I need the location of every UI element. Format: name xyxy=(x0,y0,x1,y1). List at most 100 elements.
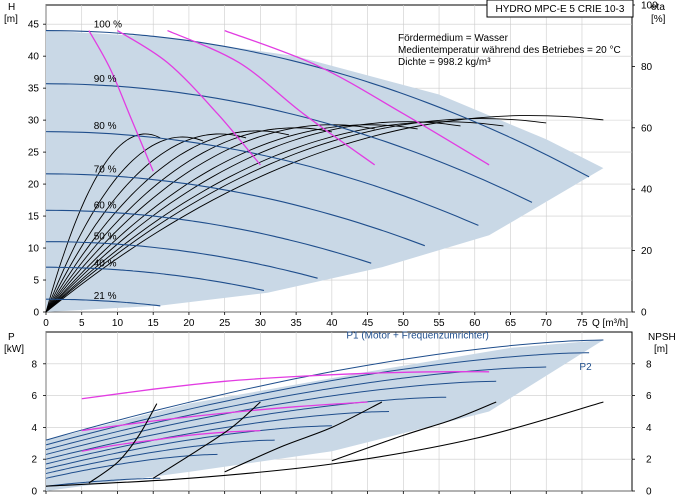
bottom-ytick-right-label-0: 0 xyxy=(646,487,652,498)
speed-curve-6 xyxy=(45,266,265,292)
bottom-annotation-1: P2 xyxy=(579,362,592,373)
bottom-ytick-right-label-2: 4 xyxy=(646,423,652,434)
npsh-curve-1 xyxy=(88,403,158,484)
speed-labels: 100 % 90 % 80 % 70 % 60 % 50 % 40 % 21 % xyxy=(94,19,122,302)
bottom-ytick-left-label-1: 2 xyxy=(31,455,37,466)
top-xtick-label-10: 50 xyxy=(398,318,410,329)
eff-curve-1 xyxy=(45,136,204,313)
speed-label-6: 40 % xyxy=(94,259,117,270)
bottom-magenta-curves xyxy=(81,371,490,452)
top-left-axis-label-2: [m] xyxy=(4,14,18,25)
bottom-magenta-curve-2 xyxy=(81,429,261,452)
power-curve-3 xyxy=(45,380,497,455)
top-ytick-left-label-4: 20 xyxy=(28,180,40,191)
top-ytick-left-label-3: 15 xyxy=(28,212,40,223)
top-ytick-right-label-1: 20 xyxy=(641,246,653,257)
power-curve-0 xyxy=(45,339,604,441)
top-ytick-left-label-0: 0 xyxy=(33,308,39,319)
power-curve-6 xyxy=(45,425,332,470)
top-xtick-label-7: 35 xyxy=(291,318,303,329)
eff-curve-4 xyxy=(45,127,332,313)
title-box xyxy=(486,0,634,18)
power-curve-1 xyxy=(45,352,590,446)
info-medium: Fördermedium = Wasser xyxy=(398,33,509,44)
top-xtick-label-15: 75 xyxy=(576,318,588,329)
bottom-ytick-left-label-3: 6 xyxy=(31,391,37,402)
speed-label-7: 21 % xyxy=(94,291,117,302)
top-efficiency-curves xyxy=(45,115,604,313)
bottom-right-axis-label-1: NPSH xyxy=(648,332,676,343)
bottom-right-axis-label-2: [m] xyxy=(654,344,668,355)
top-ytick-left-label-8: 40 xyxy=(28,52,40,63)
top-right-axis-label-1: eta xyxy=(651,2,665,13)
top-xtick-label-14: 70 xyxy=(541,318,553,329)
top-ytick-left-label-1: 5 xyxy=(33,276,39,287)
npsh-curve-2 xyxy=(152,401,261,479)
top-xtick-label-5: 25 xyxy=(219,318,231,329)
top-envelope xyxy=(46,30,604,312)
top-magenta-curve-3 xyxy=(224,29,490,166)
top-ytick-right-label-3: 60 xyxy=(641,123,653,134)
top-xtick-label-3: 15 xyxy=(148,318,160,329)
top-ytick-right-label-2: 40 xyxy=(641,185,653,196)
top-magenta-curve-0 xyxy=(88,30,154,172)
bottom-ytick-left-label-0: 0 xyxy=(31,487,37,498)
bottom-annotations: P1 (Motor + Frequenzumrichter) P2 xyxy=(346,330,592,373)
top-magenta-curve-2 xyxy=(167,29,376,166)
bottom-npsh-curves xyxy=(45,401,604,487)
top-xtick-label-11: 55 xyxy=(433,318,445,329)
speed-label-2: 80 % xyxy=(94,121,117,132)
speed-curve-7 xyxy=(45,298,161,307)
npsh-curve-3 xyxy=(224,401,383,473)
power-curve-9 xyxy=(45,477,161,487)
power-curve-4 xyxy=(45,396,447,460)
speed-curve-2 xyxy=(45,131,479,226)
top-xtick-label-13: 65 xyxy=(505,318,517,329)
top-speed-curves xyxy=(45,30,590,307)
speed-curve-1 xyxy=(45,83,533,203)
eff-curve-10 xyxy=(45,115,604,313)
top-xtick-label-8: 40 xyxy=(326,318,338,329)
speed-curve-0 xyxy=(45,30,590,178)
bottom-magenta-curve-1 xyxy=(81,401,368,432)
top-x-axis-label: Q [m³/h] xyxy=(592,318,628,329)
eff-curve-8 xyxy=(45,121,504,313)
top-xtick-label-12: 60 xyxy=(469,318,481,329)
title-text: HYDRO MPC-E 5 CRIE 10-3 xyxy=(496,4,625,15)
bottom-ytick-right-label-3: 6 xyxy=(646,391,652,402)
bottom-axes: 0 2 4 6 8 0 2 4 6 8 xyxy=(31,359,652,497)
top-xtick-label-1: 5 xyxy=(79,318,85,329)
top-magenta-curves xyxy=(88,29,490,172)
speed-label-4: 60 % xyxy=(94,200,117,211)
eff-curve-0 xyxy=(45,133,161,313)
top-axes: 0 5 10 15 20 25 30 35 40 45 50 55 60 65 70 75 0 5 10 15 20 25… xyxy=(28,1,658,330)
eff-curve-3 xyxy=(45,130,290,313)
top-xtick-label-6: 30 xyxy=(255,318,267,329)
bottom-annotation-0: P1 (Motor + Frequenzumrichter) xyxy=(346,330,489,341)
top-ytick-left-label-6: 30 xyxy=(28,116,40,127)
top-xtick-label-4: 20 xyxy=(183,318,195,329)
eff-curve-5 xyxy=(45,124,375,313)
speed-label-3: 70 % xyxy=(94,165,117,176)
speed-label-5: 50 % xyxy=(94,232,117,243)
eff-curve-2 xyxy=(45,133,247,313)
power-curve-7 xyxy=(45,439,275,474)
top-ytick-left-label-5: 25 xyxy=(28,148,40,159)
bottom-ytick-left-label-2: 4 xyxy=(31,423,37,434)
top-envelope-area xyxy=(46,30,604,312)
top-left-axis-label-1: H xyxy=(8,2,15,13)
top-ytick-right-label-0: 0 xyxy=(641,308,647,319)
top-ytick-right-label-5: 100 xyxy=(641,1,658,12)
speed-curve-5 xyxy=(45,241,318,279)
speed-label-1: 90 % xyxy=(94,74,117,85)
info-density: Dichte = 998.2 kg/m³ xyxy=(398,57,491,68)
speed-label-0: 100 % xyxy=(94,19,122,30)
speed-curve-4 xyxy=(45,209,372,264)
top-ytick-left-label-9: 45 xyxy=(28,20,40,31)
speed-curve-3 xyxy=(45,173,425,247)
bottom-magenta-curve-0 xyxy=(81,371,490,400)
npsh-curve-4 xyxy=(331,401,497,462)
top-magenta-curve-1 xyxy=(117,30,261,166)
